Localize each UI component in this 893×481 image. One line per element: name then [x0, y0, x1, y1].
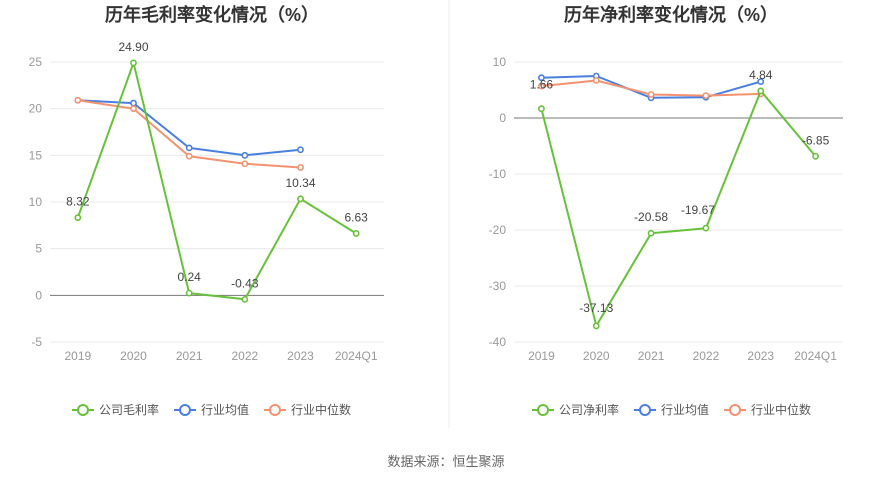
- data-point: [812, 152, 819, 160]
- net-margin-chart: 历年净利率变化情况（%） -40 -30 -20 -10 0 10 2019 2020 2021 2…: [489, 4, 843, 417]
- legend: 公司毛利率 行业均值 行业中位数: [72, 402, 351, 417]
- y-tick-label: -30: [489, 279, 507, 293]
- data-point: [74, 96, 82, 104]
- series-0: 1.66 -37.13 -20.58 -19.67 4.84 -6.85: [530, 68, 830, 330]
- series-0: 8.32 24.90 0.24 -0.43 10.34 6.63: [66, 40, 368, 303]
- data-label: 4.84: [749, 68, 773, 82]
- data-point: [647, 229, 655, 237]
- data-label: -37.13: [579, 301, 613, 315]
- data-label: -6.85: [802, 133, 830, 147]
- x-tick-label: 2020: [583, 349, 610, 363]
- y-tick-label: 0: [499, 111, 506, 125]
- x-tick-label: 2024Q1: [335, 349, 378, 363]
- data-label: -19.67: [681, 203, 715, 217]
- x-tick-label: 2022: [231, 349, 258, 363]
- data-point: [241, 151, 249, 159]
- data-point: [538, 105, 545, 113]
- data-point: [185, 289, 193, 297]
- y-tick-label: 10: [29, 195, 43, 209]
- y-tick-label: 25: [29, 55, 43, 69]
- x-tick-label: 2022: [693, 349, 720, 363]
- data-source: 数据来源：恒生聚源: [387, 454, 504, 469]
- y-tick-label: 5: [35, 242, 42, 256]
- data-point: [592, 77, 600, 84]
- y-tick-label: -10: [489, 167, 507, 181]
- x-tick-label: 2019: [528, 349, 555, 363]
- legend-label: 公司毛利率: [99, 402, 159, 417]
- data-label: 24.90: [118, 40, 148, 54]
- x-tick-label: 2021: [638, 349, 665, 363]
- y-tick-label: 20: [29, 102, 43, 116]
- data-point: [647, 91, 655, 98]
- data-point: [241, 295, 249, 303]
- legend-marker: [639, 404, 651, 416]
- data-point: [538, 82, 545, 90]
- legend-item-1: 行业均值: [174, 402, 249, 417]
- data-point: [702, 224, 710, 232]
- chart-title: 历年毛利率变化情况（%）: [105, 4, 319, 25]
- data-point: [130, 105, 137, 113]
- series-line: [540, 89, 817, 327]
- data-point: [241, 160, 249, 168]
- data-point: [757, 78, 765, 85]
- data-point: [297, 164, 304, 171]
- data-point: [297, 195, 304, 203]
- legend-label: 行业均值: [661, 402, 709, 417]
- data-label: -0.43: [231, 276, 259, 290]
- y-tick-label: 10: [493, 55, 507, 69]
- legend-item-1: 行业均值: [634, 402, 709, 417]
- x-tick-label: 2023: [287, 349, 314, 363]
- y-tick-label: 0: [35, 288, 42, 302]
- data-point: [185, 144, 193, 152]
- legend-label: 行业中位数: [291, 402, 351, 417]
- data-point: [297, 146, 304, 154]
- legend-item-2: 行业中位数: [264, 402, 351, 417]
- data-point: [757, 87, 765, 95]
- series-2: [538, 77, 765, 99]
- chart-title: 历年净利率变化情况（%）: [564, 4, 778, 25]
- data-point: [352, 230, 360, 237]
- data-point: [538, 74, 545, 82]
- legend-label: 行业中位数: [751, 402, 811, 417]
- y-tick-label: 15: [29, 148, 43, 162]
- y-tick-label: -5: [31, 335, 42, 349]
- data-label: 1.66: [530, 78, 554, 92]
- legend-item-2: 行业中位数: [724, 402, 811, 417]
- x-tick-label: 2023: [747, 349, 774, 363]
- gross-margin-chart: 历年毛利率变化情况（%） -5 0 5 10 15 20 25 2019 2020 2021 2022…: [29, 4, 384, 417]
- legend-marker: [179, 404, 191, 416]
- legend-item-0: 公司毛利率: [72, 402, 159, 417]
- data-point: [185, 152, 193, 160]
- data-label: 6.63: [344, 210, 368, 224]
- legend-label: 公司净利率: [559, 402, 619, 417]
- series-2: [74, 96, 304, 171]
- x-tick-label: 2021: [176, 349, 203, 363]
- legend-marker: [729, 404, 741, 416]
- data-point: [130, 59, 137, 67]
- data-label: 0.24: [177, 270, 201, 284]
- data-point: [702, 92, 710, 99]
- data-label: 10.34: [285, 176, 315, 190]
- data-label: -20.58: [634, 210, 668, 224]
- legend-item-0: 公司净利率: [532, 402, 619, 417]
- legend-marker: [269, 404, 281, 416]
- x-tick-label: 2020: [120, 349, 147, 363]
- y-tick-label: -40: [489, 335, 507, 349]
- data-point: [74, 214, 82, 222]
- data-label: 8.32: [66, 195, 90, 209]
- x-tick-label: 2019: [64, 349, 91, 363]
- y-tick-label: -20: [489, 223, 507, 237]
- legend: 公司净利率 行业均值 行业中位数: [532, 402, 811, 417]
- legend-marker: [77, 404, 89, 416]
- data-point: [592, 322, 600, 330]
- data-point: [130, 99, 137, 107]
- legend-label: 行业均值: [201, 402, 249, 417]
- series-line: [76, 61, 357, 301]
- x-tick-label: 2024Q1: [794, 349, 837, 363]
- legend-marker: [537, 404, 549, 416]
